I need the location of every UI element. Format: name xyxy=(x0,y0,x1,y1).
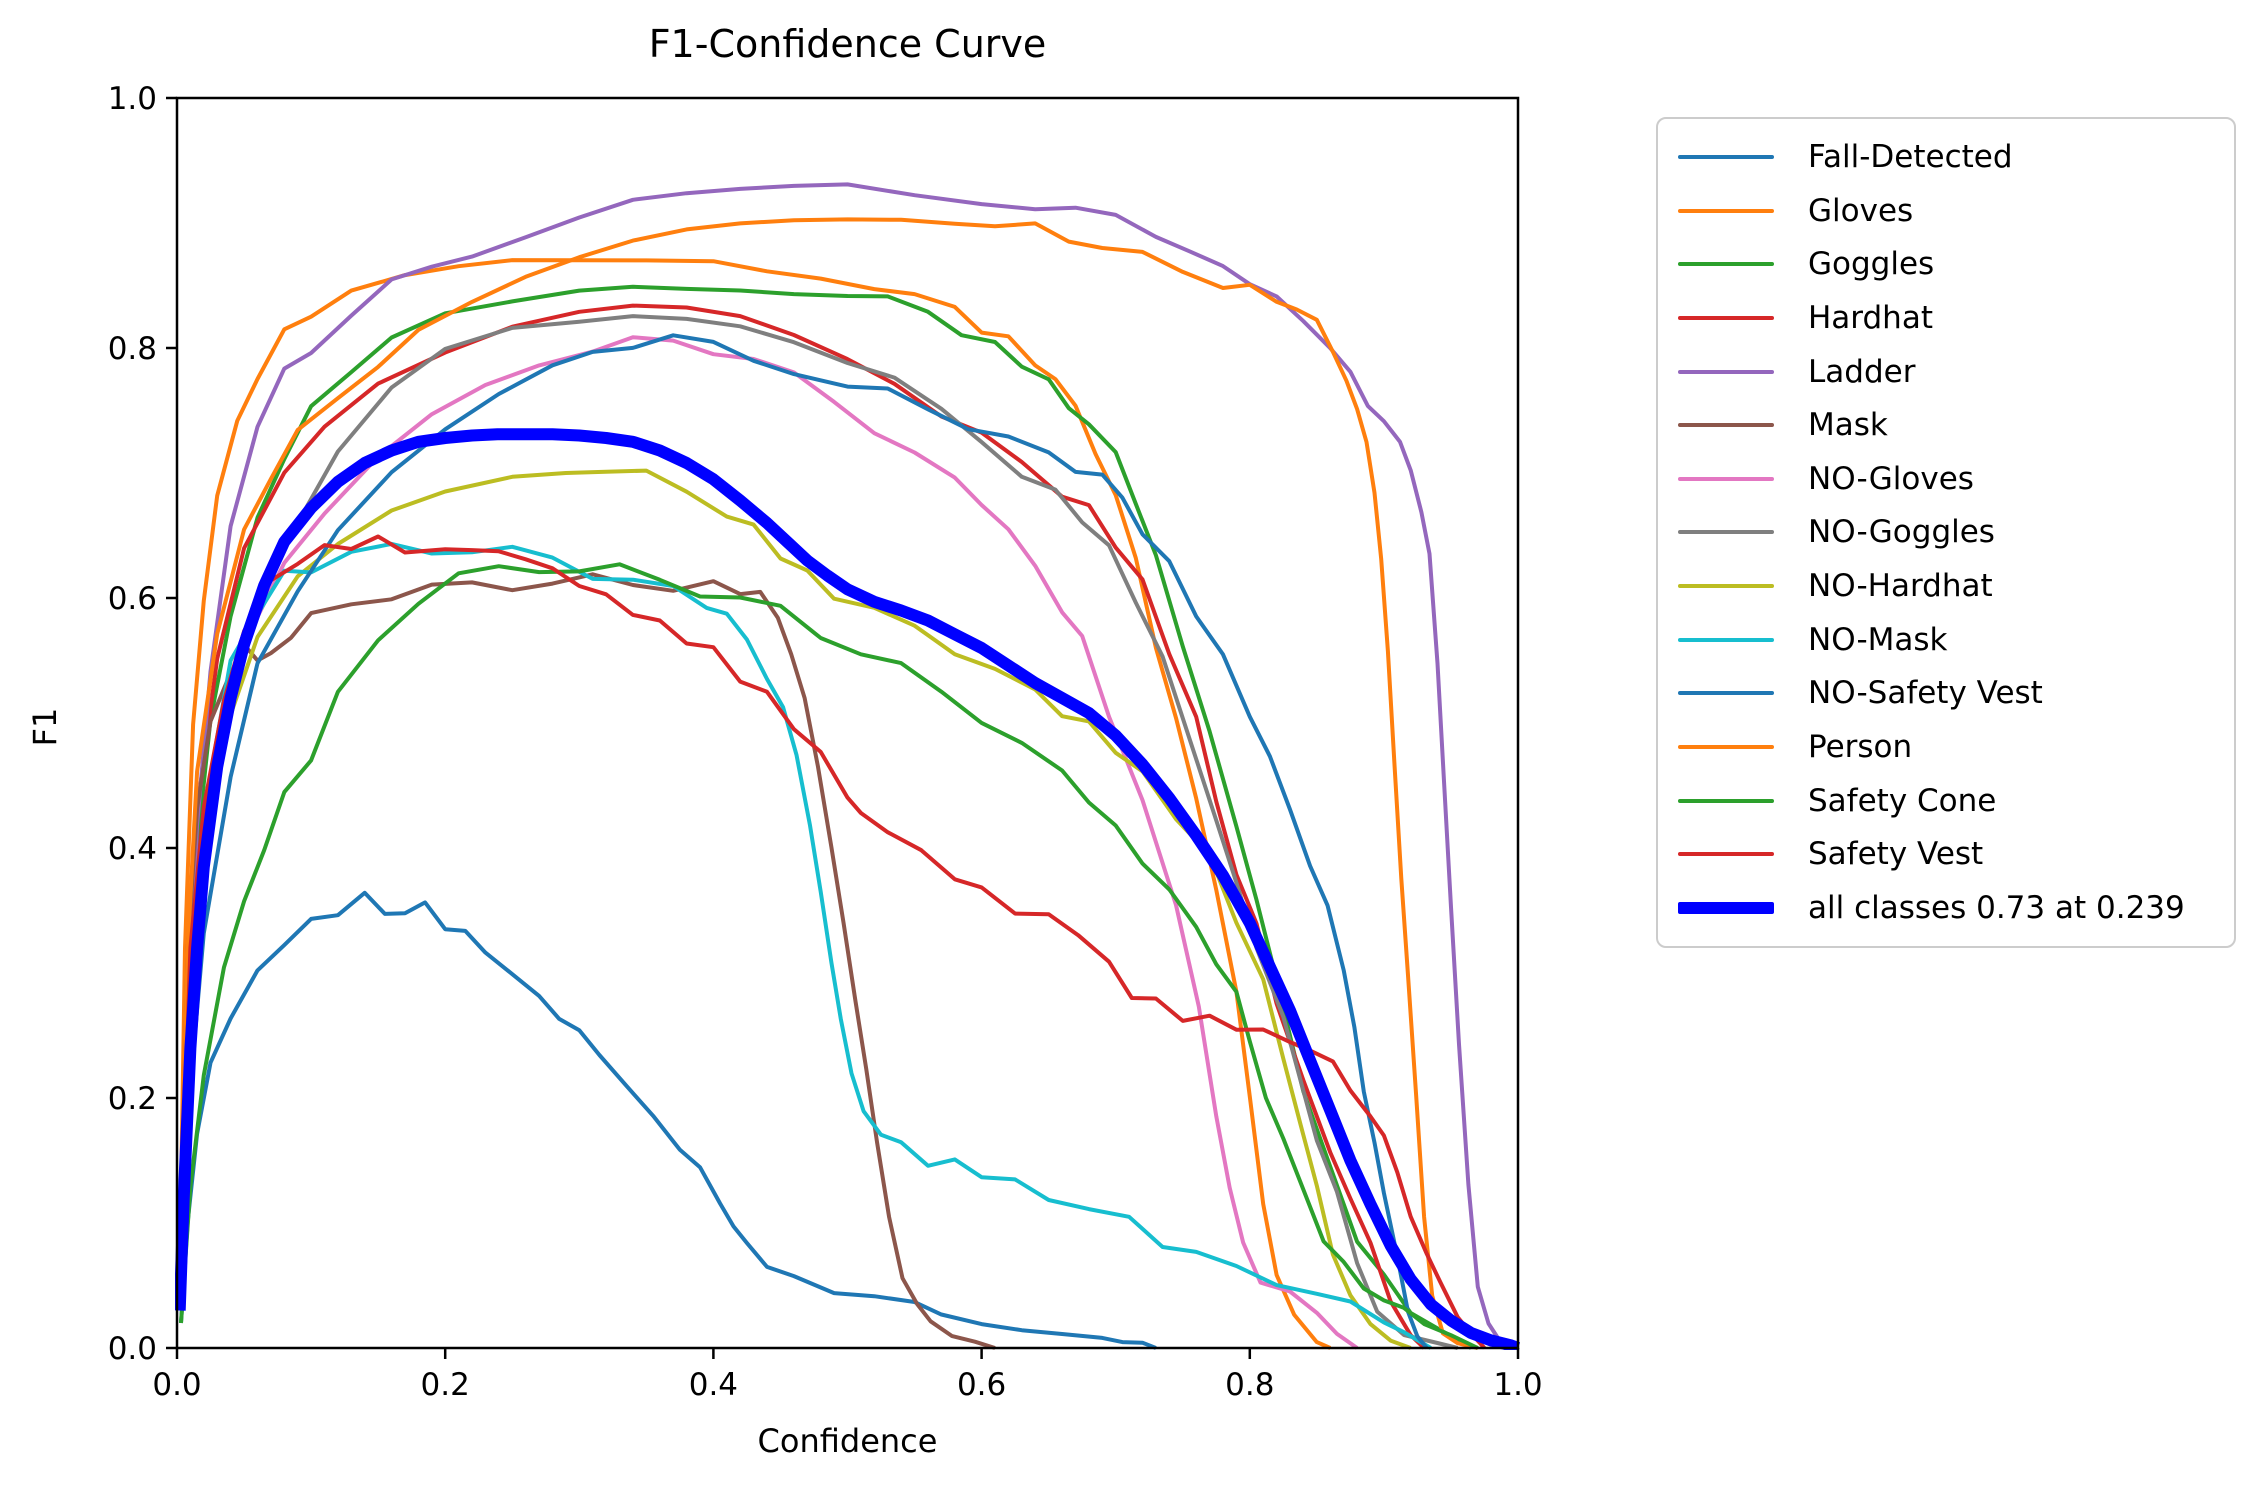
plot-border xyxy=(175,96,1520,1350)
y-tick-label: 0.4 xyxy=(108,831,157,867)
legend-label: Ladder xyxy=(1808,353,1916,390)
legend-line-swatch xyxy=(1678,637,1774,642)
legend-line-swatch xyxy=(1678,155,1774,159)
x-tick-label: 1.0 xyxy=(1493,1367,1542,1403)
legend-label: Goggles xyxy=(1808,246,1935,283)
legend-item-no-hardhat: NO-Hardhat xyxy=(1658,560,2234,612)
x-axis-label: Confidence xyxy=(757,1422,938,1460)
legend-line-swatch xyxy=(1678,798,1774,803)
legend-box: Fall-Detected Gloves Goggles Hardhat Ladder M… xyxy=(1656,117,2236,948)
series-line-no-mask xyxy=(177,541,1432,1350)
legend-item-no-safety-vest: NO-Safety Vest xyxy=(1658,667,2234,719)
legend-label: Person xyxy=(1808,729,1913,766)
series-line-no-hardhat xyxy=(177,468,1412,1350)
legend-label: Fall-Detected xyxy=(1808,139,2013,175)
series-line-safety-vest xyxy=(177,534,1486,1350)
legend-item-safety-vest: Safety Vest xyxy=(1658,828,2234,880)
legend-line-swatch xyxy=(1678,476,1774,481)
series-line-no-safety-vest xyxy=(177,333,1429,1350)
series-line-person xyxy=(177,217,1479,1350)
legend-item-no-gloves: NO-Gloves xyxy=(1658,453,2234,505)
series-line-fall-detected xyxy=(179,890,1157,1350)
legend-line-swatch xyxy=(1678,901,1774,914)
legend-item-fall-detected: Fall-Detected xyxy=(1658,131,2234,183)
legend-item-person: Person xyxy=(1658,721,2234,773)
legend-line-swatch xyxy=(1678,315,1774,320)
series-line-all-classes xyxy=(175,428,1520,1350)
legend-label: Safety Vest xyxy=(1808,836,1984,873)
legend-label: NO-Safety Vest xyxy=(1808,675,2043,712)
x-tick-label: 0.0 xyxy=(152,1367,201,1403)
y-tick-label: 0.0 xyxy=(108,1331,157,1367)
legend-label: NO-Mask xyxy=(1808,621,1948,658)
legend-line-swatch xyxy=(1678,262,1774,267)
legend-line-swatch xyxy=(1678,530,1774,535)
y-tick-label: 0.8 xyxy=(108,331,157,367)
legend-item-ladder: Ladder xyxy=(1658,346,2234,398)
legend-label: NO-Hardhat xyxy=(1808,568,1993,605)
chart-title: F1-Confidence Curve xyxy=(648,22,1047,66)
y-tick-label: 0.6 xyxy=(108,581,157,617)
y-tick-label: 1.0 xyxy=(108,81,157,117)
legend-line-swatch xyxy=(1678,584,1774,589)
legend-item-safety-cone: Safety Cone xyxy=(1658,775,2234,827)
legend-item-all-classes-0-73-at-0-239: all classes 0.73 at 0.239 xyxy=(1658,882,2234,934)
legend-item-no-goggles: NO-Goggles xyxy=(1658,506,2234,558)
legend-line-swatch xyxy=(1678,208,1774,213)
legend-label: NO-Goggles xyxy=(1808,514,1995,551)
x-tick-label: 0.4 xyxy=(689,1367,738,1403)
x-tick-label: 0.2 xyxy=(421,1367,470,1403)
series-line-ladder xyxy=(177,182,1513,1350)
legend-item-mask: Mask xyxy=(1658,399,2234,451)
y-axis-label: F1 xyxy=(26,707,64,747)
legend-line-swatch xyxy=(1678,745,1774,750)
series-line-no-goggles xyxy=(177,314,1459,1350)
x-tick-label: 0.8 xyxy=(1225,1367,1274,1403)
legend-label: Hardhat xyxy=(1808,299,1933,336)
legend-item-hardhat: Hardhat xyxy=(1658,292,2234,344)
legend-label: Mask xyxy=(1808,407,1888,444)
legend-label: Safety Cone xyxy=(1808,782,1997,819)
series-line-gloves xyxy=(177,258,1332,1350)
series-line-safety-cone xyxy=(179,562,1479,1350)
legend-item-gloves: Gloves xyxy=(1658,185,2234,237)
x-tick-label: 0.6 xyxy=(957,1367,1006,1403)
legend-label: Gloves xyxy=(1808,192,1914,229)
series-line-no-gloves xyxy=(177,335,1359,1350)
legend-label: NO-Gloves xyxy=(1808,460,1974,497)
legend-line-swatch xyxy=(1678,423,1774,428)
legend-line-swatch xyxy=(1678,369,1774,374)
y-tick-label: 0.2 xyxy=(108,1081,157,1117)
legend-line-swatch xyxy=(1678,852,1774,857)
legend-line-swatch xyxy=(1678,691,1774,696)
legend-item-goggles: Goggles xyxy=(1658,238,2234,290)
legend-item-no-mask: NO-Mask xyxy=(1658,614,2234,666)
series-line-mask xyxy=(177,572,996,1350)
legend-label: all classes 0.73 at 0.239 xyxy=(1808,889,2185,926)
